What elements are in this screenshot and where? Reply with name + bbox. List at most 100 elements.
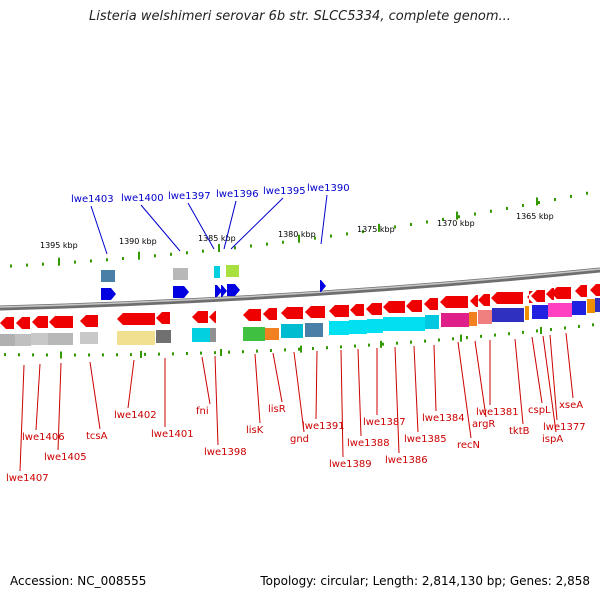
major-tick — [140, 350, 142, 358]
scale-label: 1395 kbp — [40, 241, 78, 250]
leader-line — [223, 200, 237, 250]
major-tick — [380, 340, 382, 348]
gene-arrow-reverse — [470, 295, 478, 307]
gene-arrow-forward — [227, 284, 240, 296]
gene-arrow-reverse — [305, 306, 325, 318]
gene-arrow-reverse — [117, 313, 155, 325]
minor-tick — [312, 346, 314, 350]
leader-line — [90, 205, 108, 255]
gene-arrow-reverse — [491, 292, 523, 304]
minor-tick — [250, 244, 252, 248]
reverse-gene-label: gnd — [290, 434, 309, 445]
gene-arrow-forward — [215, 285, 222, 297]
leader-line — [549, 334, 558, 421]
minor-tick — [564, 326, 566, 330]
minor-tick — [90, 259, 92, 263]
minor-tick — [4, 353, 6, 357]
minor-tick — [522, 204, 524, 208]
gene-arrow-reverse — [156, 312, 170, 324]
gene-feature — [31, 333, 48, 345]
reverse-gene-labels: lwe1407 lwe1406 lwe1405 tcsA lwe1402 lwe1401 f… — [6, 400, 586, 484]
reverse-gene-label: lwe1405 — [44, 452, 87, 463]
gene-arrow-reverse — [440, 296, 468, 308]
minor-tick — [256, 349, 258, 353]
scale-label: 1365 kbp — [516, 212, 554, 221]
gene-arrow-reverse — [350, 304, 364, 316]
gene-feature — [532, 305, 548, 319]
scale-label: 1375 kbp — [357, 225, 395, 234]
gene-arrow-reverse — [531, 290, 545, 302]
gene-feature — [425, 315, 439, 329]
minor-tick — [354, 344, 356, 348]
gene-arrow-reverse — [383, 301, 405, 313]
scale-labels: 1395 kbp 1390 kbp 1385 kbp 1380 kbp 1375 kbp… — [40, 212, 554, 250]
minor-tick — [74, 353, 76, 357]
minor-tick — [538, 201, 540, 205]
scale-label: 1385 kbp — [198, 234, 236, 243]
leader-line — [474, 340, 487, 418]
minor-tick — [394, 225, 396, 229]
gene-feature — [80, 332, 98, 344]
major-tick — [298, 234, 300, 243]
reverse-gene-label: recN — [457, 440, 480, 451]
minor-tick — [466, 336, 468, 340]
leader-line — [19, 364, 25, 472]
minor-tick — [282, 240, 284, 244]
gene-arrow-reverse — [590, 284, 600, 296]
gene-feature — [572, 301, 586, 315]
reverse-gene-label: lwe1381 — [476, 407, 519, 418]
minor-tick — [172, 352, 174, 356]
gene-arrow-reverse — [406, 300, 422, 312]
gene-feature — [548, 303, 572, 317]
gene-arrow-reverse — [424, 298, 438, 310]
leader-line — [320, 194, 328, 245]
minor-tick — [586, 191, 588, 195]
gene-feature — [441, 313, 469, 327]
major-tick — [456, 211, 458, 220]
leader-line — [89, 361, 101, 430]
minor-tick — [42, 262, 44, 266]
minor-tick — [592, 323, 594, 327]
major-tick — [58, 257, 60, 266]
leader-line — [531, 336, 543, 404]
page-title: Listeria welshimeri serovar 6b str. SLCC… — [89, 9, 511, 24]
leader-line — [413, 345, 419, 433]
minor-tick — [554, 198, 556, 202]
minor-tick — [186, 251, 188, 255]
gene-feature — [48, 333, 73, 345]
forward-gene-labels: lwe1403 lwe1400 lwe1397 lwe1396 lwe1395 lwe13… — [71, 183, 350, 205]
accession-text: Accession: NC_008555 — [10, 574, 147, 588]
gene-arrow-reverse — [281, 307, 303, 319]
gene-arrow-reverse — [575, 285, 587, 297]
leader-line — [433, 344, 437, 412]
minor-tick — [242, 350, 244, 354]
gene-feature — [383, 317, 425, 331]
gene-arrow-forward — [320, 280, 326, 292]
gene-feature — [210, 328, 216, 342]
minor-tick — [396, 341, 398, 345]
major-tick — [540, 327, 542, 335]
leader-line — [272, 352, 283, 403]
topology-text: Topology: circular; Length: 2,814,130 bp… — [260, 574, 590, 588]
minor-tick — [158, 352, 160, 356]
reverse-gene-label: tktB — [509, 426, 530, 437]
reverse-gene-label: xseA — [559, 400, 583, 411]
scale-label: 1390 kbp — [119, 237, 157, 246]
gene-arrow-forward — [101, 288, 116, 300]
leader-line — [293, 351, 305, 433]
minor-tick — [234, 246, 236, 250]
minor-tick — [74, 260, 76, 264]
forward-gene-label: lwe1397 — [168, 191, 211, 202]
minor-tick — [314, 236, 316, 240]
leader-line — [394, 346, 400, 454]
leader-line — [340, 349, 344, 458]
reverse-gene-label: lwe1401 — [151, 429, 194, 440]
scale-label: 1370 kbp — [437, 219, 475, 228]
reverse-gene-label: lwe1385 — [404, 434, 447, 445]
reverse-gene-label: lwe1389 — [329, 459, 372, 470]
minor-tick — [186, 351, 188, 355]
minor-tick — [10, 264, 12, 268]
gene-feature — [329, 321, 349, 335]
reverse-gene-label: lwe1384 — [422, 413, 465, 424]
minor-tick — [536, 329, 538, 333]
